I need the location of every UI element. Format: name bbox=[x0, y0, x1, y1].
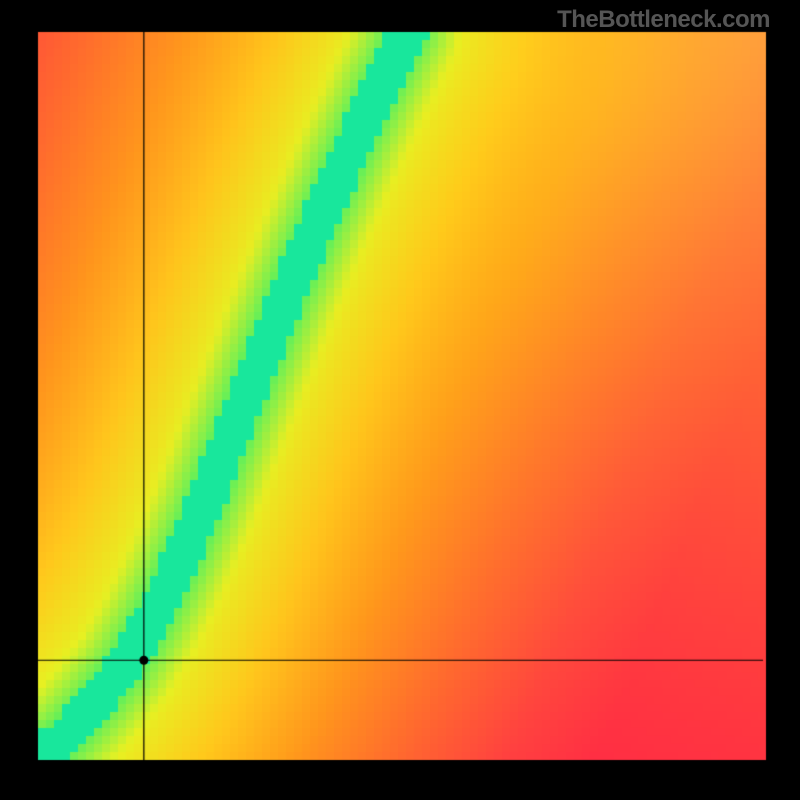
chart-container: TheBottleneck.com bbox=[0, 0, 800, 800]
heatmap-plot bbox=[0, 0, 800, 800]
watermark-text: TheBottleneck.com bbox=[557, 6, 770, 34]
